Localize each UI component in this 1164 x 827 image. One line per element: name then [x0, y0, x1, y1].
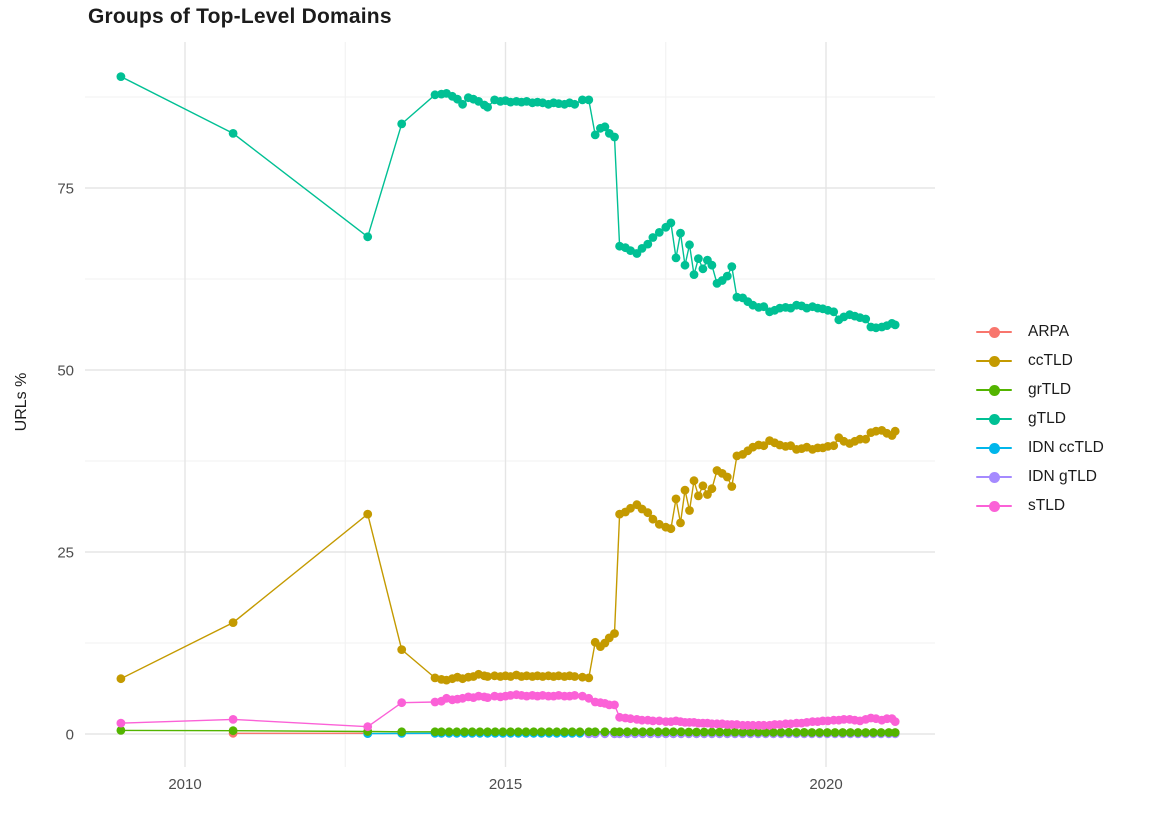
legend-label: grTLD [1028, 381, 1072, 398]
legend-item-idn-cctld: IDN ccTLD [976, 438, 1104, 458]
legend-label: gTLD [1028, 410, 1066, 427]
legend-key-icon [976, 467, 1012, 487]
legend-item-arpa: ARPA [976, 322, 1104, 342]
series-points-grtld [116, 726, 900, 737]
y-tick-label-50: 50 [57, 363, 74, 380]
series-points-stld [116, 690, 900, 732]
legend-key-icon [976, 351, 1012, 371]
legend-item-grtld: grTLD [976, 380, 1104, 400]
grid-major [85, 42, 935, 767]
legend-label: ccTLD [1028, 352, 1073, 369]
legend-key-icon [976, 496, 1012, 516]
legend-key-icon [976, 409, 1012, 429]
legend-label: IDN ccTLD [1028, 439, 1104, 456]
x-tick-label-2010: 2010 [168, 776, 201, 793]
series-grtld [116, 726, 900, 737]
grid-minor [85, 42, 935, 767]
legend-label: sTLD [1028, 497, 1066, 514]
series-gtld [116, 72, 900, 333]
series-line-gtld [120, 75, 896, 329]
series-stld [116, 690, 900, 732]
axis-tick-labels: 0 25 50 75 2010 2015 2020 [57, 181, 842, 794]
x-tick-label-2015: 2015 [489, 776, 522, 793]
y-tick-label-25: 25 [57, 545, 74, 562]
y-tick-label-75: 75 [57, 181, 74, 198]
x-tick-label-2020: 2020 [809, 776, 842, 793]
legend-item-stld: sTLD [976, 496, 1104, 516]
series-points-gtld [116, 72, 900, 333]
series-cctld [116, 426, 900, 685]
legend-key-icon [976, 438, 1012, 458]
legend-label: ARPA [1028, 323, 1070, 340]
legend-key-icon [976, 380, 1012, 400]
legend-item-cctld: ccTLD [976, 351, 1104, 371]
legend-key-icon [976, 322, 1012, 342]
y-tick-label-0: 0 [66, 727, 74, 744]
legend-item-idn-gtld: IDN gTLD [976, 467, 1104, 487]
chart-title: Groups of Top-Level Domains [88, 5, 392, 28]
series-points-cctld [116, 426, 900, 685]
legend-label: IDN gTLD [1028, 468, 1097, 485]
legend-item-gtld: gTLD [976, 409, 1104, 429]
legend: ARPA ccTLD grTLD gTLD IDN ccTLD IDN gTLD sTLD [976, 322, 1104, 516]
